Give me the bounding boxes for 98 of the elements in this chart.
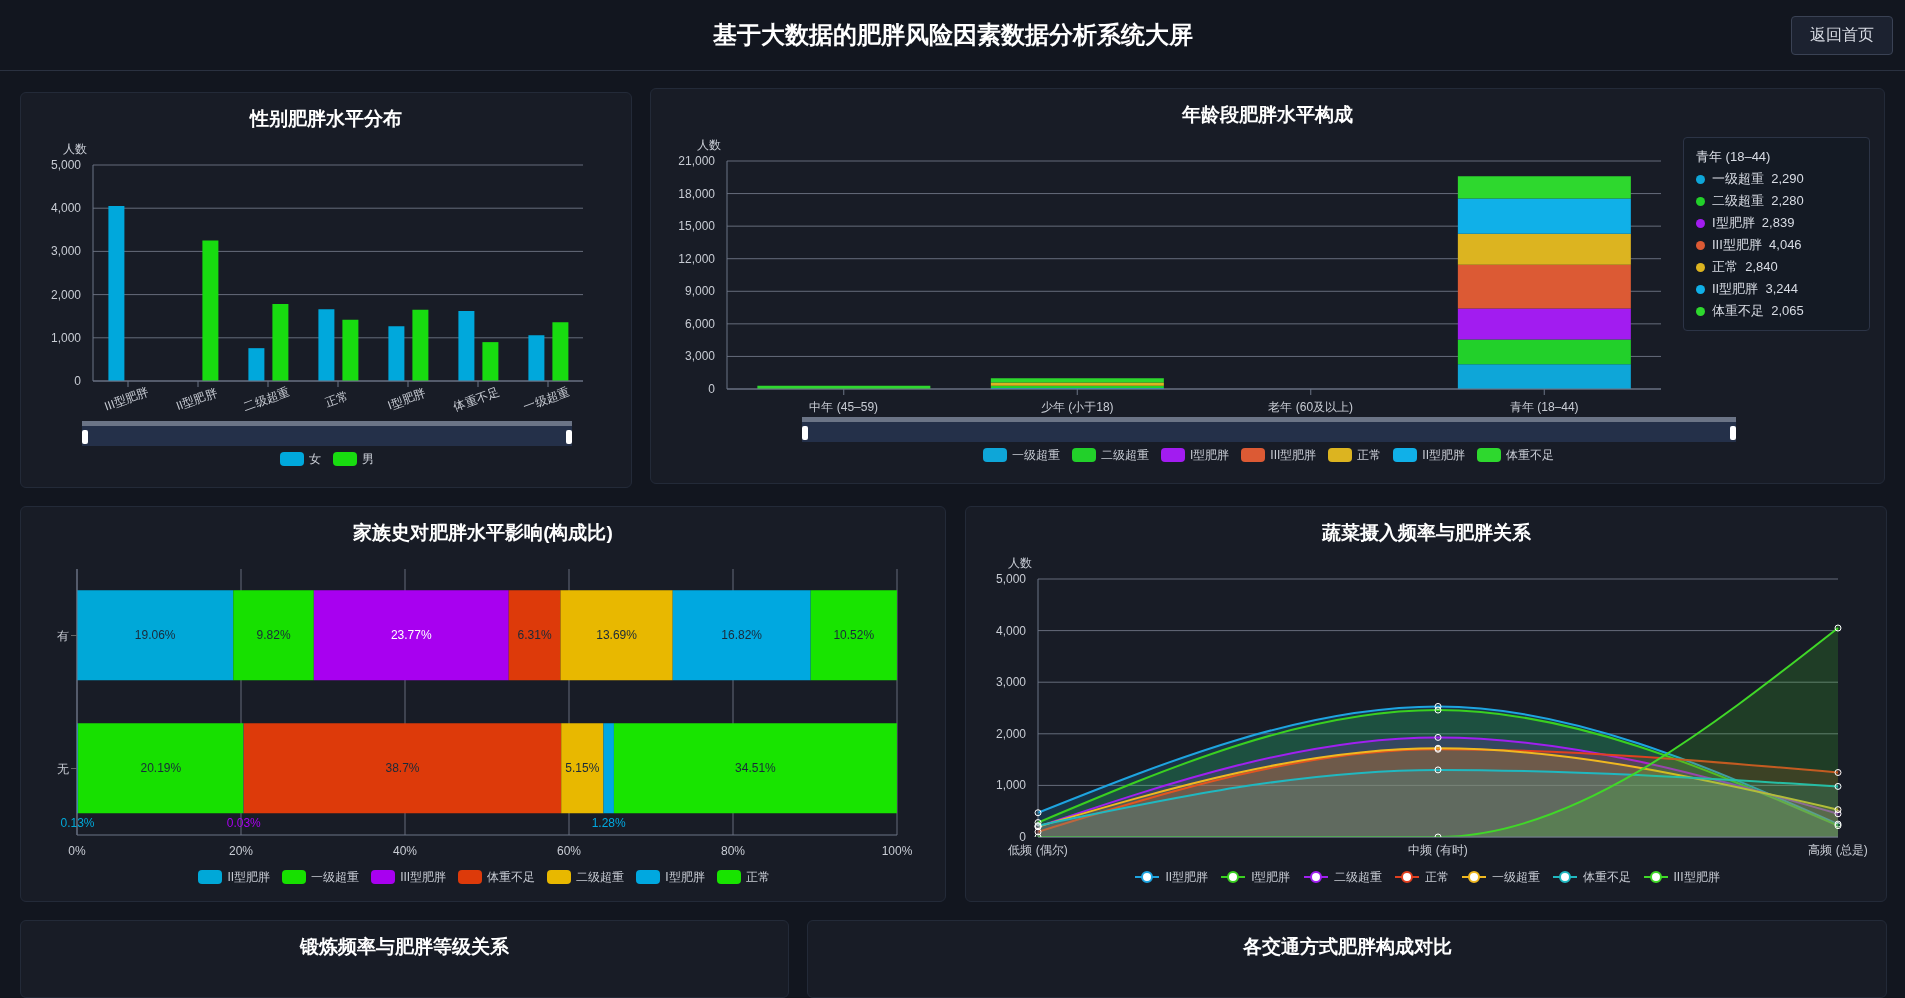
data-label: 34.51% [735,761,777,776]
legend-label: 体重不足 [1582,868,1631,886]
y-tick-label: 0 [1019,830,1027,844]
chart-title: 年龄段肥胖水平构成 [1181,103,1354,127]
legend-label: 正常 [1424,868,1449,886]
x-tick-label: 80% [720,844,746,858]
text: 体重不足 2,065 [1712,302,1804,320]
legend-label: II型肥胖 [227,868,271,886]
text: 青年 (18–44) [1696,148,1771,166]
legend-label: 正常 [745,868,770,886]
y-tick-label: 18,000 [678,186,716,201]
x-tick-label: 少年 (小于18) [1040,400,1114,414]
x-tick-label: 60% [556,844,582,858]
x-tick-label: 40% [392,844,418,858]
y-tick-label: 1,000 [995,778,1027,793]
x-tick-label: 体重不足 [451,384,502,415]
data-label: 10.52% [833,628,875,643]
legend-label: 正常 [1357,446,1382,464]
data-label: 0.03% [226,816,262,831]
y-tick-label: 4,000 [995,623,1027,638]
legend-label: 体重不足 [1506,446,1555,464]
y-tick-label: 有 [57,628,69,643]
x-tick-label: 中频 (有时) [1408,842,1468,857]
y-tick-label: 4,000 [50,201,82,216]
y-tick-label: 2,000 [50,287,82,302]
chart-title: 性别肥胖水平分布 [248,107,403,131]
text: II型肥胖 3,244 [1712,280,1798,298]
y-tick-label: 1,000 [50,330,82,345]
text: III型肥胖 4,046 [1712,236,1802,254]
data-label: 23.77% [390,628,432,643]
y-tick-label: 0 [74,374,82,388]
legend-label: 一级超重 [1491,868,1540,886]
legend-label: 二级超重 [576,868,625,886]
y-tick-label: 2,000 [995,726,1027,741]
y-axis-title: 人数 [1008,555,1032,572]
legend-label: I型肥胖 [1189,446,1230,464]
x-tick-label: 高频 (总是) [1808,842,1868,857]
x-tick-label: 青年 (18–44) [1509,400,1579,414]
x-tick-label: 正常 [322,388,351,410]
y-tick-label: 3,000 [995,675,1027,690]
y-tick-label: 3,000 [684,349,716,364]
y-tick-label: 12,000 [678,251,716,266]
legend-label: 体重不足 [487,868,536,886]
legend-label: I型肥胖 [1251,868,1291,886]
text: 各交通方式肥胖构成对比 [1241,935,1453,959]
y-tick-label: 6,000 [684,316,716,331]
data-label: 5.15% [565,761,600,776]
legend-label: II型肥胖 [1422,446,1466,464]
text: 返回首页 [1791,16,1893,55]
y-axis-title: 人数 [63,141,87,158]
x-tick-label: I型肥胖 [385,385,428,413]
x-tick-label: 0% [68,844,86,858]
y-tick-label: 15,000 [678,219,716,234]
text: 一级超重 2,290 [1712,170,1804,188]
legend-label: 二级超重 [1100,446,1149,464]
data-label: 16.82% [721,628,763,643]
legend-label: III型肥胖 [1673,868,1720,886]
data-label: 0.13% [60,816,95,831]
data-label: 6.31% [517,628,552,643]
chart-title: 家族史对肥胖水平影响(构成比) [352,521,614,545]
text: 基于大数据的肥胖风险因素数据分析系统大屏 [712,21,1193,48]
y-axis-title: 人数 [697,137,721,154]
x-tick-label: 低频 (偶尔) [1008,842,1068,857]
y-tick-label: 21,000 [678,154,716,168]
data-label: 19.06% [134,628,176,643]
legend-label: 一级超重 [311,868,360,886]
text: I型肥胖 2,839 [1712,214,1795,232]
legend-label: I型肥胖 [665,868,705,886]
y-tick-label: 3,000 [50,244,82,259]
data-label: 13.69% [596,628,638,643]
y-tick-label: 5,000 [50,158,82,172]
x-tick-label: 100% [881,844,913,858]
text: 正常 2,840 [1712,258,1778,276]
legend-label: II型肥胖 [1165,868,1209,886]
x-tick-label: 老年 (60及以上) [1268,400,1354,414]
y-tick-label: 9,000 [684,284,716,299]
text: 二级超重 2,280 [1712,192,1804,210]
x-tick-label: III型肥胖 [102,384,151,414]
x-tick-label: II型肥胖 [174,385,220,414]
y-tick-label: 5,000 [995,572,1027,586]
legend-label: III型肥胖 [1270,446,1317,464]
legend-label: 一级超重 [1011,446,1060,464]
x-tick-label: 20% [228,844,254,858]
text: 锻炼频率与肥胖等级关系 [298,935,510,959]
y-tick-label: 0 [708,382,716,396]
x-tick-label: 中年 (45–59) [809,400,879,414]
x-tick-label: 二级超重 [241,384,292,415]
x-tick-label: 一级超重 [521,384,572,415]
legend-label: III型肥胖 [400,868,447,886]
y-tick-label: 无 [57,761,69,776]
legend-label: 二级超重 [1333,868,1382,886]
data-label: 38.7% [385,761,420,776]
data-label: 9.82% [256,628,291,643]
data-label: 20.19% [140,761,182,776]
data-label: 1.28% [591,816,627,831]
chart-title: 蔬菜摄入频率与肥胖关系 [1320,521,1532,545]
legend-label: 男 [362,450,374,468]
legend-label: 女 [309,450,321,468]
